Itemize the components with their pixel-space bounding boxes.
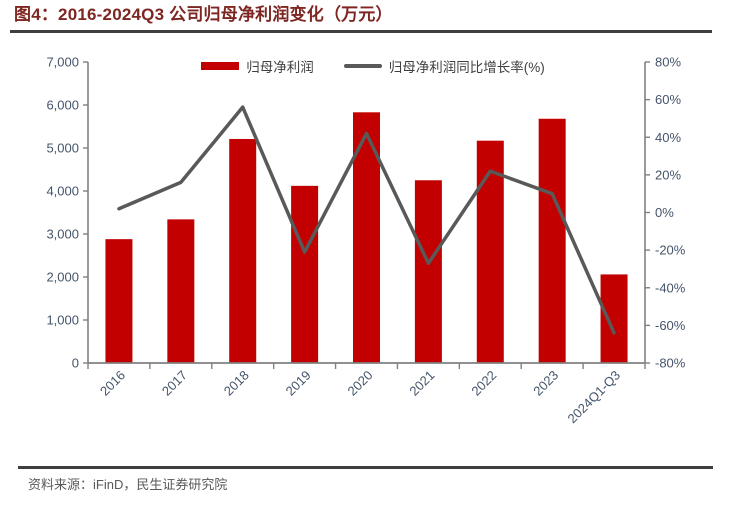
y-left-label-2: 2,000 [46,270,79,285]
x-label-2024Q1-Q3: 2024Q1-Q3 [565,368,624,427]
bar-2023 [538,118,566,363]
x-label-2020: 2020 [345,368,376,399]
bar-2018 [229,138,257,363]
chart-legend: 归母净利润 归母净利润同比增长率(%) [0,56,746,76]
title-divider: 图4：2016-2024Q3 公司归母净利润变化（万元） [10,4,712,33]
bar-2021 [414,180,442,363]
y-right-label-2: -40% [655,280,686,295]
legend-label-net-profit: 归母净利润 [246,60,314,75]
y-left-label-5: 5,000 [46,141,79,156]
y-right-label-5: 20% [655,167,681,182]
y-right-label-1: -60% [655,318,686,333]
bar-2019 [291,185,319,363]
bar-2022 [476,140,504,363]
line-series-swatch [343,64,382,68]
y-left-label-6: 6,000 [46,98,79,113]
x-label-2018: 2018 [221,368,252,399]
y-left-label-3: 3,000 [46,227,79,242]
x-label-2021: 2021 [406,368,437,399]
legend-item-growth-rate: 归母净利润同比增长率(%) [343,56,545,76]
x-label-2023: 2023 [530,368,561,399]
bar-2016 [105,239,133,363]
legend-label-growth-rate: 归母净利润同比增长率(%) [388,60,545,75]
y-right-label-4: 0% [655,205,674,220]
y-right-label-3: -20% [655,243,686,258]
footer-divider: 资料来源：iFinD，民生证券研究院 [18,466,713,493]
y-right-label-7: 60% [655,92,681,107]
y-right-label-8: 80% [655,55,681,70]
y-right-label-0: -80% [655,356,686,371]
y-left-label-0: 0 [72,356,79,371]
y-right-label-6: 40% [655,130,681,145]
y-left-label-4: 4,000 [46,184,79,199]
x-label-2019: 2019 [283,368,314,399]
y-left-label-1: 1,000 [46,313,79,328]
x-label-2016: 2016 [97,368,128,399]
chart-title: 图4：2016-2024Q3 公司归母净利润变化（万元） [14,5,393,24]
y-left-label-7: 7,000 [46,55,79,70]
x-label-2022: 2022 [468,368,499,399]
x-label-2017: 2017 [159,368,190,399]
bar-series-swatch [201,62,240,70]
bar-2017 [167,219,195,363]
bar-2024Q1-Q3 [600,274,628,363]
legend-item-net-profit: 归母净利润 [201,56,314,76]
growth-line [117,105,616,335]
source-note: 资料来源：iFinD，民生证券研究院 [28,477,228,492]
